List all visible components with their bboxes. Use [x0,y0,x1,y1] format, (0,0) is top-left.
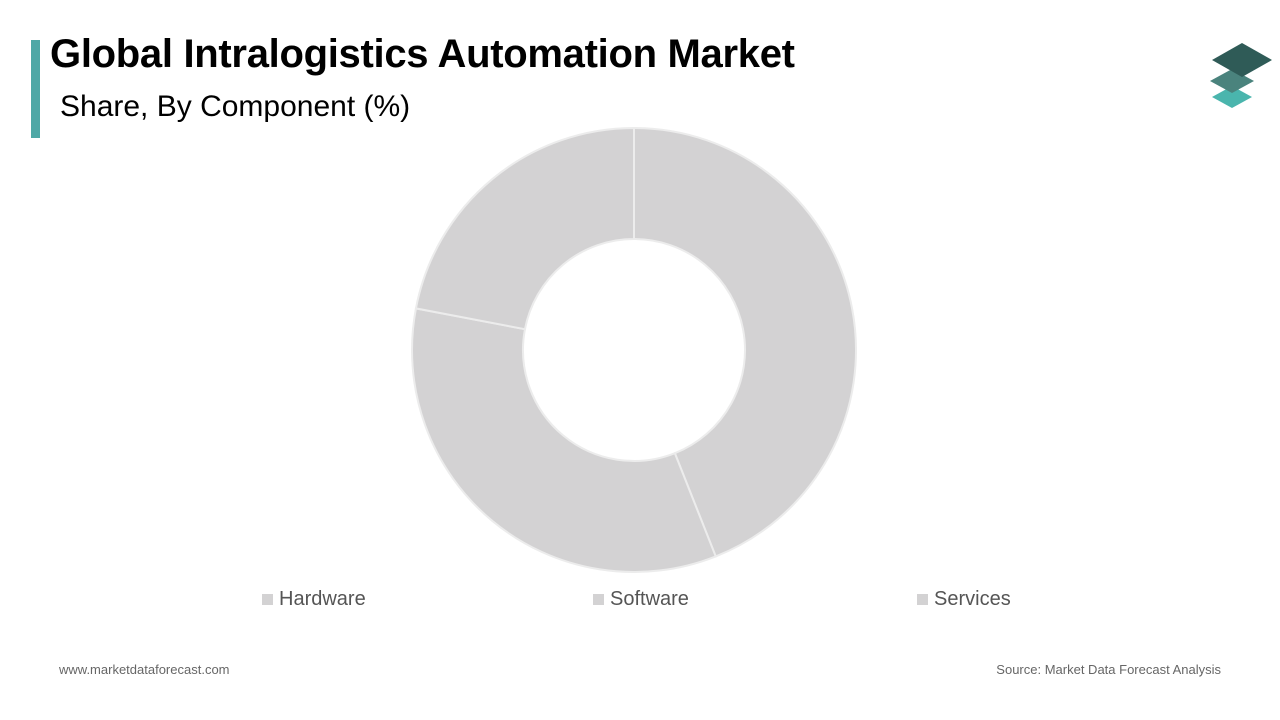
chart-subtitle: Share, By Component (%) [60,90,411,123]
legend-item-hardware: Hardware [262,588,366,610]
legend-item-software: Software [593,588,689,610]
stacked-layers-logo-icon [1210,43,1272,108]
slice-services [414,126,635,331]
legend-swatch-software [593,593,604,605]
legend-label-services: Services [934,587,1011,610]
legend-item-services: Services [917,588,1011,610]
slice-software [411,307,718,573]
legend-label-software: Software [610,587,689,610]
legend-swatch-services [917,593,928,605]
footer-website: www.marketdataforecast.com [59,662,230,677]
slice-hardware [633,126,857,558]
logo-layer-top [1212,43,1272,77]
chart-title: Global Intralogistics Automation Market [50,32,795,76]
footer-source: Source: Market Data Forecast Analysis [996,662,1221,677]
donut-slices [411,126,857,573]
logo-layer-bottom [1212,86,1252,108]
legend-label-hardware: Hardware [279,587,366,610]
legend-swatch-hardware [262,593,273,605]
title-accent-bar [31,40,40,138]
